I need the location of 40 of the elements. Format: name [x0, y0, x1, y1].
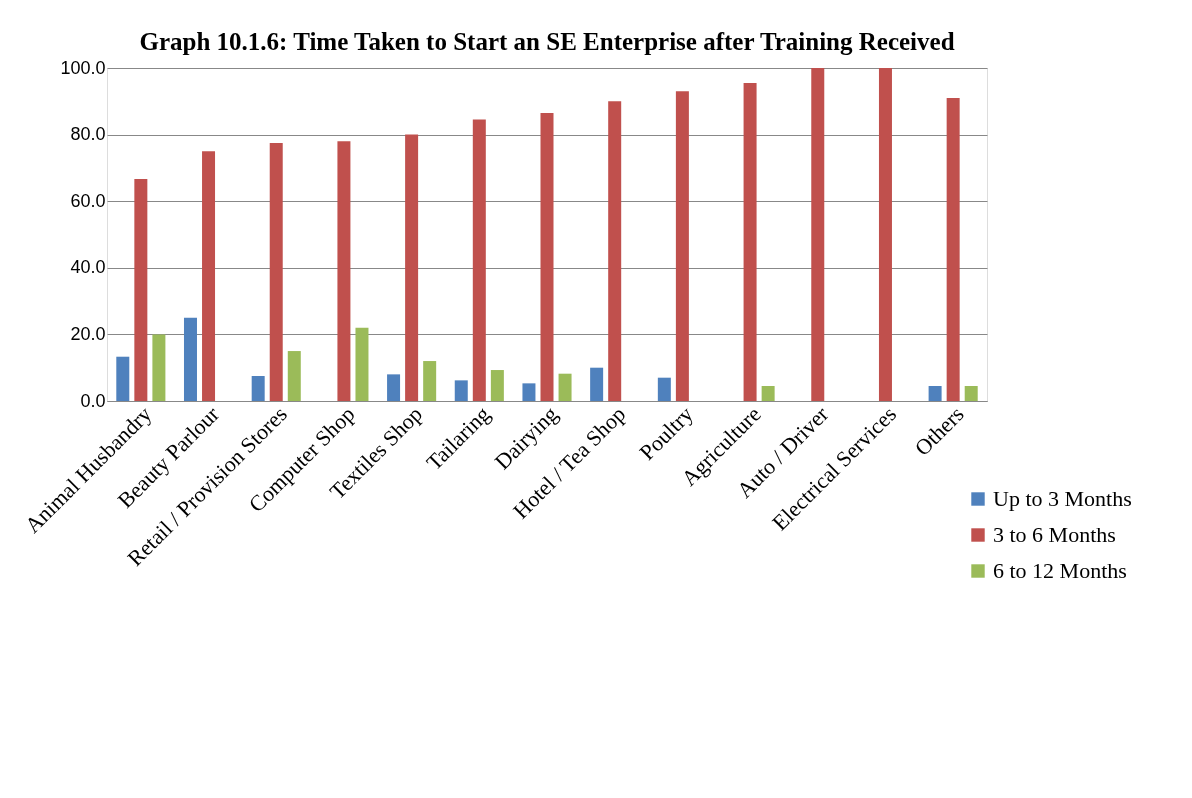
legend-label: Up to 3 Months — [993, 486, 1132, 511]
bar — [355, 327, 369, 401]
bar — [405, 134, 419, 401]
bar — [423, 361, 437, 401]
y-tick-label: 40.0 — [70, 257, 106, 278]
legend-label: 6 to 12 Months — [993, 558, 1127, 583]
bar — [387, 374, 401, 401]
bar — [878, 68, 892, 401]
bar — [675, 91, 689, 401]
bar — [337, 141, 351, 401]
bar — [454, 380, 468, 401]
bar — [558, 373, 572, 401]
bar — [490, 370, 504, 401]
y-tick-label: 80.0 — [70, 124, 106, 145]
bar — [657, 377, 671, 401]
bar — [608, 101, 622, 401]
y-tick-label: 0.0 — [80, 390, 106, 411]
legend-label: 3 to 6 Months — [993, 522, 1116, 547]
bar — [116, 356, 130, 401]
bar — [540, 112, 554, 401]
bar — [287, 351, 301, 401]
bar — [928, 386, 942, 401]
chart-title: Graph 10.1.6: Time Taken to Start an SE Enterprise after Training Received — [139, 28, 955, 55]
bar — [590, 367, 604, 401]
bar — [183, 317, 197, 401]
bar — [743, 82, 757, 401]
bar — [761, 386, 775, 401]
bar — [152, 334, 166, 401]
bar — [522, 383, 536, 401]
bar — [964, 386, 978, 401]
bar — [134, 178, 148, 401]
y-tick-label: 60.0 — [70, 190, 106, 211]
bar — [811, 68, 825, 401]
bar — [269, 142, 283, 401]
y-tick-label: 20.0 — [70, 323, 106, 344]
bar — [946, 97, 960, 401]
y-tick-label: 100.0 — [60, 57, 106, 78]
bar — [202, 151, 216, 401]
bar — [251, 376, 265, 401]
bar — [472, 119, 486, 401]
